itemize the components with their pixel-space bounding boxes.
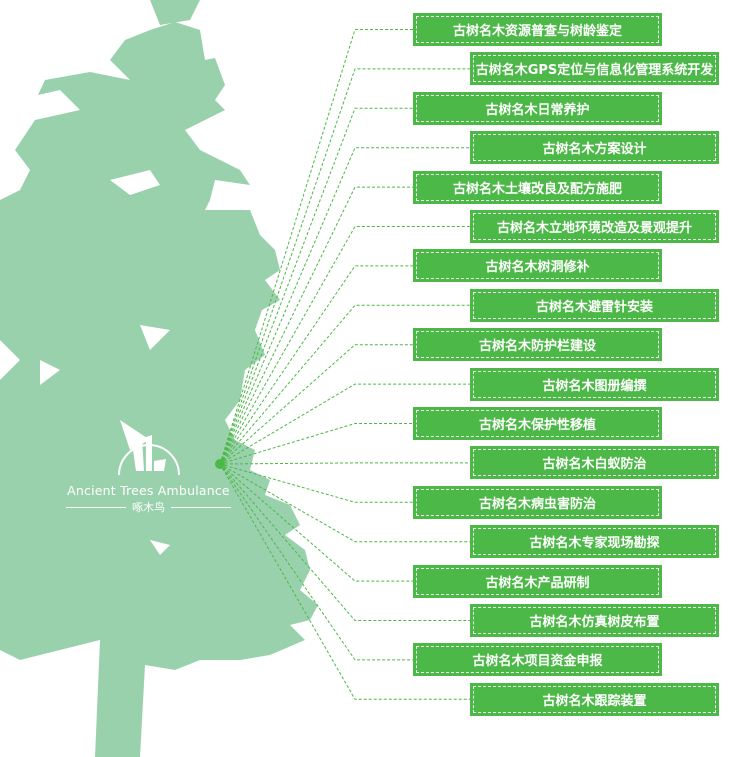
service-box: 古树名木立地环境改造及景观提升: [470, 210, 719, 243]
woodpecker-logo-icon: [117, 435, 180, 476]
connector-line: [219, 423, 413, 465]
service-label: 古树名木日常养护: [416, 94, 659, 122]
service-box: 古树名木资源普查与树龄鉴定: [413, 13, 662, 46]
logo-chinese-name: 啄木鸟: [132, 501, 165, 514]
service-label: 古树名木保护性移植: [416, 410, 659, 437]
connector-line: [219, 383, 470, 465]
service-label: 古树名木方案设计: [473, 134, 716, 162]
connector-line: [219, 463, 470, 621]
connector-line: [219, 226, 470, 465]
service-label: 古树名木避雷针安装: [473, 291, 716, 319]
connector-line: [219, 304, 470, 465]
service-box: 古树名木避雷针安装: [470, 288, 719, 322]
service-label: 古树名木图册编撰: [473, 370, 716, 398]
service-box: 古树名木图册编撰: [470, 367, 719, 401]
service-label: 古树名木病虫害防治: [416, 488, 659, 516]
connector-line: [219, 147, 470, 465]
service-label: 古树名木专家现场勘探: [473, 528, 716, 556]
connector-line: [219, 107, 413, 465]
service-box: 古树名木GPS定位与信息化管理系统开发: [470, 52, 719, 86]
connector-line: [219, 463, 413, 503]
service-box: 古树名木病虫害防治: [413, 485, 662, 519]
service-box: 古树名木专家现场勘探: [470, 525, 719, 559]
connector-line: [219, 265, 413, 465]
service-label: 古树名木仿真树皮布置: [473, 607, 716, 634]
service-box: 古树名木产品研制: [413, 564, 662, 598]
service-label: 古树名木GPS定位与信息化管理系统开发: [473, 55, 716, 83]
service-box: 古树名木防护栏建设: [413, 328, 662, 362]
connector-line: [219, 463, 413, 582]
service-box: 古树名木跟踪装置: [470, 682, 719, 716]
service-label: 古树名木防护栏建设: [416, 331, 659, 359]
connector-line: [219, 68, 470, 465]
logo-english-name: Ancient Trees Ambulance: [67, 483, 230, 498]
connector-line: [219, 344, 413, 465]
service-box: 古树名木方案设计: [470, 131, 719, 165]
connector-line: [219, 29, 413, 465]
service-label: 古树名木树洞修补: [416, 252, 659, 280]
service-box: 古树名木仿真树皮布置: [470, 604, 719, 637]
service-label: 古树名木白蚁防治: [473, 449, 716, 477]
service-label: 古树名木产品研制: [416, 567, 659, 595]
service-label: 古树名木立地环境改造及景观提升: [473, 213, 716, 240]
service-box: 古树名木土壤改良及配方施肥: [413, 170, 662, 204]
connector-line: [219, 463, 470, 543]
connector-line: [219, 463, 413, 661]
service-box: 古树名木保护性移植: [413, 407, 662, 440]
connector-line: [219, 186, 413, 465]
logo: Ancient Trees Ambulance 啄木鸟: [66, 425, 231, 515]
service-box: 古树名木日常养护: [413, 91, 662, 125]
service-label: 古树名木资源普查与树龄鉴定: [416, 16, 659, 43]
service-box: 古树名木树洞修补: [413, 249, 662, 283]
connector-line: [219, 462, 470, 465]
service-label: 古树名木土壤改良及配方施肥: [416, 173, 659, 201]
service-box: 古树名木项目资金申报: [413, 643, 662, 677]
connector-line: [219, 463, 470, 700]
service-box: 古树名木白蚁防治: [470, 446, 719, 480]
service-label: 古树名木项目资金申报: [416, 646, 659, 674]
service-label: 古树名木跟踪装置: [473, 685, 716, 713]
